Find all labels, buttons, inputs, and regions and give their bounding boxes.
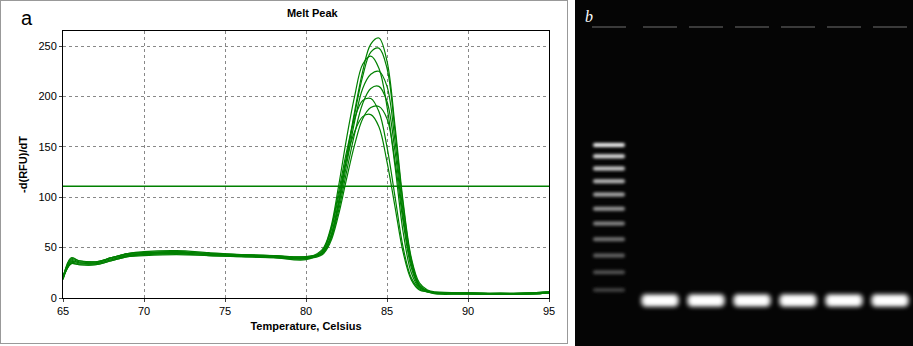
svg-text:90: 90 [462,305,474,317]
svg-text:a: a [21,7,33,29]
svg-text:-d(RFU)/dT: -d(RFU)/dT [17,136,29,193]
svg-text:70: 70 [138,305,150,317]
svg-text:95: 95 [543,305,555,317]
svg-text:50: 50 [45,241,57,253]
svg-text:65: 65 [57,305,69,317]
svg-text:100: 100 [38,191,56,203]
svg-text:Melt Peak: Melt Peak [287,7,339,19]
svg-text:200: 200 [38,90,56,102]
svg-text:150: 150 [38,141,56,153]
svg-text:250: 250 [38,40,56,52]
svg-text:Temperature, Celsius: Temperature, Celsius [250,320,361,332]
svg-text:85: 85 [381,305,393,317]
svg-text:80: 80 [300,305,312,317]
svg-text:0: 0 [51,292,57,304]
svg-text:75: 75 [219,305,231,317]
svg-text:b: b [585,8,593,25]
